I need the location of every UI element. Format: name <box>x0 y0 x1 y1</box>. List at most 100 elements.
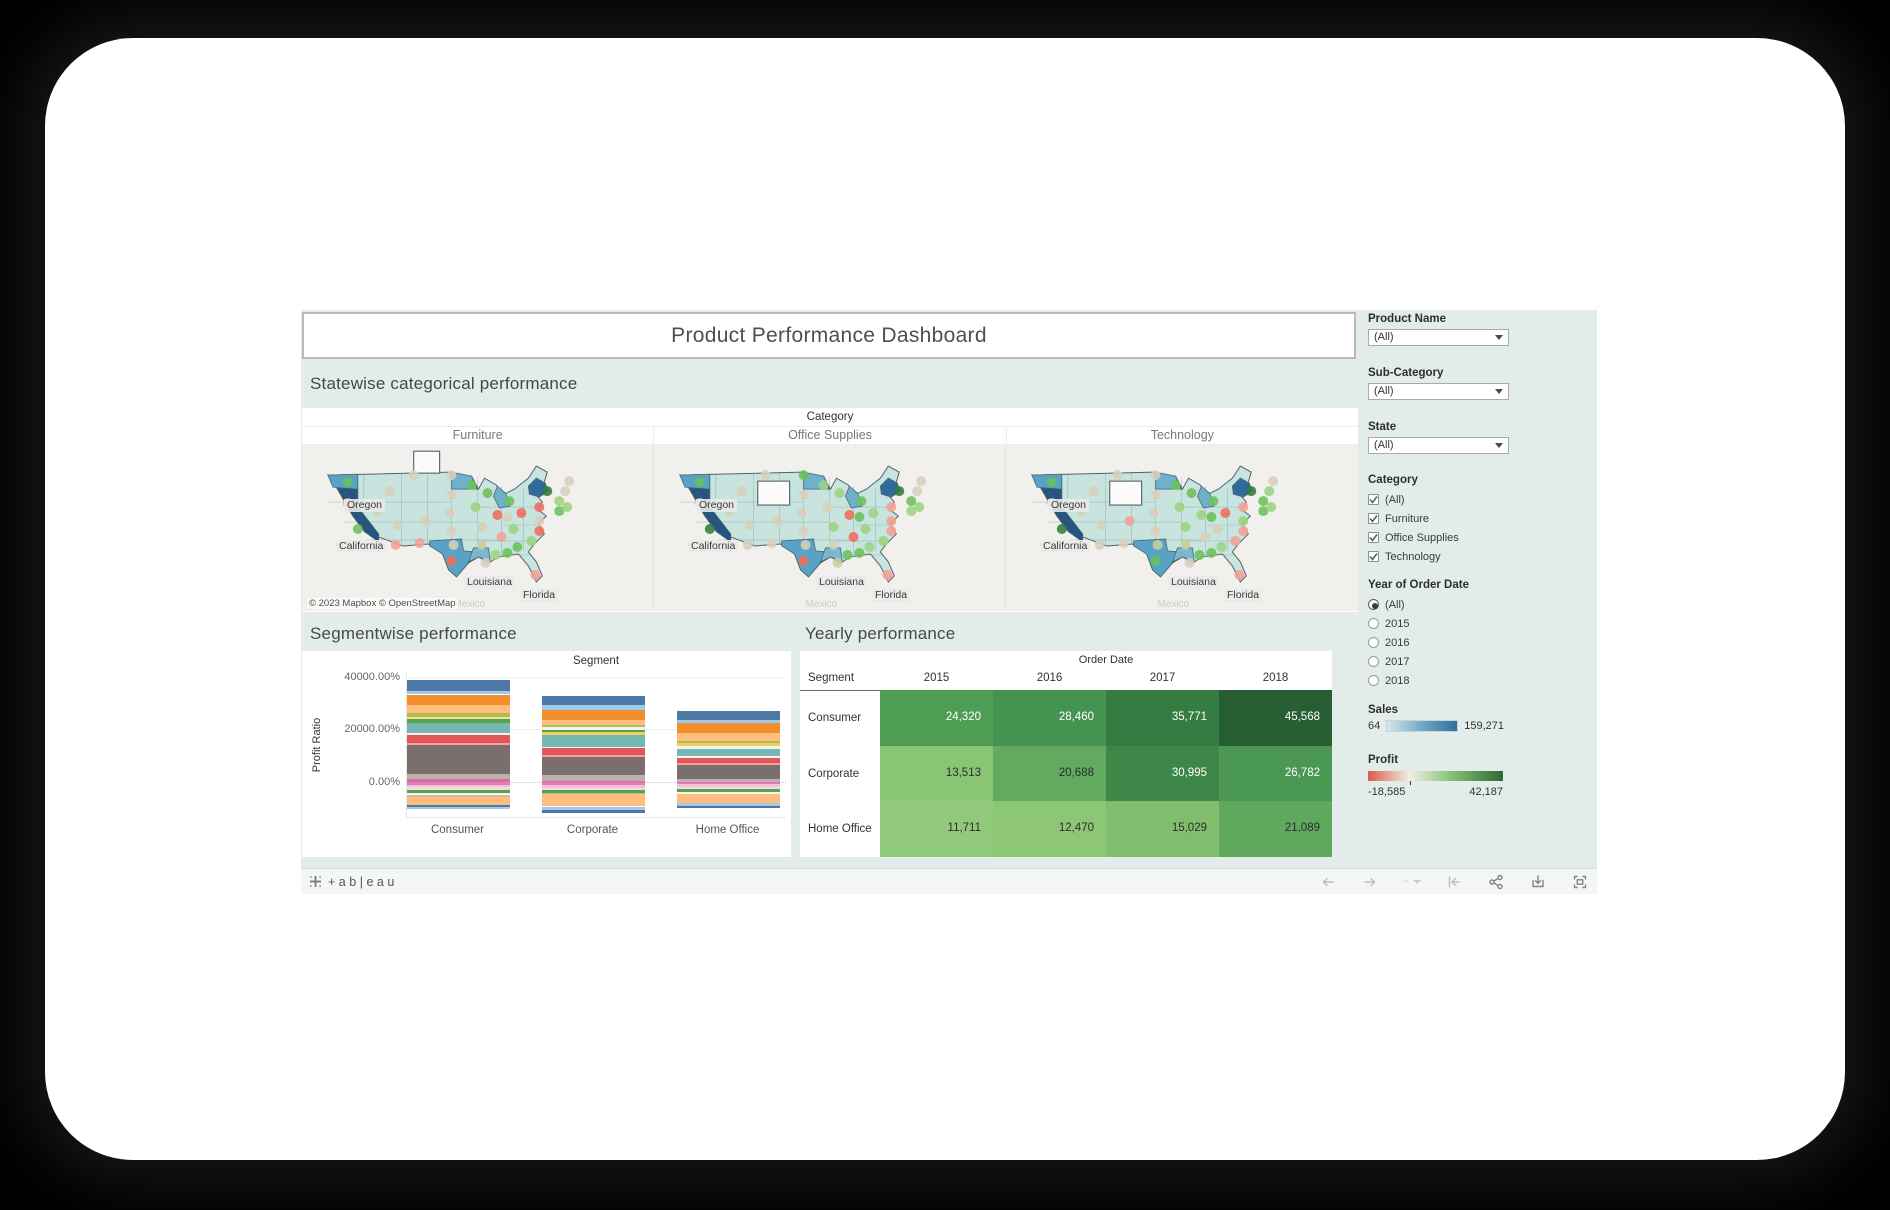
bar-segment <box>407 745 510 774</box>
bar-segment <box>677 786 780 790</box>
profit-legend-max: 42,187 <box>1469 786 1503 798</box>
radio-label: (All) <box>1385 598 1405 611</box>
heatmap-cell[interactable]: 26,782 <box>1219 745 1332 802</box>
fullscreen-button[interactable] <box>1571 873 1589 891</box>
download-button[interactable] <box>1529 873 1547 891</box>
bar-segment <box>407 719 510 723</box>
category-checkbox-technology[interactable]: Technology <box>1368 547 1509 566</box>
checkbox-label: (All) <box>1385 493 1405 506</box>
x-axis-label-home-office: Home Office <box>695 824 760 836</box>
bar-segment <box>677 758 780 763</box>
map-state-label-california: California <box>1040 540 1091 553</box>
heatmap-cell[interactable]: 20,688 <box>993 745 1106 802</box>
bar-segment <box>542 705 645 710</box>
bar-segment <box>407 694 510 705</box>
replay-button[interactable] <box>1403 873 1421 891</box>
map-column-headers: Furniture Office Supplies Technology <box>302 427 1358 445</box>
chevron-down-icon <box>1495 389 1503 394</box>
heatmap-row-label-home-office: Home Office <box>808 823 872 836</box>
state-washington <box>327 473 359 490</box>
bar-chart-title: Segment <box>572 655 620 667</box>
bar-segment <box>542 732 645 736</box>
heatmap-cell[interactable]: 24,320 <box>880 690 993 746</box>
heatmap-cell[interactable]: 28,460 <box>993 690 1106 746</box>
bar-segment <box>542 724 645 728</box>
heatmap-column-header-2017: 2017 <box>1149 672 1176 684</box>
map-state-label-oregon: Oregon <box>696 499 738 512</box>
map-column-header-furniture: Furniture <box>302 427 655 444</box>
tableau-logo[interactable]: +ab|eau <box>308 874 398 889</box>
filter-dropdown-product-name[interactable]: (All) <box>1368 329 1509 346</box>
bar-segment <box>542 729 645 733</box>
bar-segment <box>542 696 645 706</box>
profit-legend-range: -18,585 42,187 <box>1368 786 1503 798</box>
year-radio-2016[interactable]: 2016 <box>1368 633 1509 652</box>
bar-segment <box>677 740 780 744</box>
redo-button[interactable] <box>1361 873 1379 891</box>
heatmap-cell[interactable]: 30,995 <box>1106 745 1219 802</box>
bar-segment <box>677 732 780 741</box>
dropdown-value: (All) <box>1374 331 1394 343</box>
legend-label-sales: Sales <box>1368 704 1399 716</box>
heatmap-cell[interactable]: 21,089 <box>1219 801 1332 857</box>
choropleth-map-office-supplies[interactable]: Mexico Oregon California Louisiana Florida <box>654 445 1006 611</box>
radio-label: 2017 <box>1385 655 1410 668</box>
category-checkbox-all[interactable]: (All) <box>1368 490 1509 509</box>
bar-segment <box>407 734 510 743</box>
checkbox-icon <box>1368 532 1379 543</box>
page-title: Product Performance Dashboard <box>671 324 987 347</box>
sales-color-legend: 64 159,271 <box>1368 720 1509 732</box>
map-state-label-california: California <box>688 540 739 553</box>
bar-segment <box>407 787 510 790</box>
choropleth-map-furniture[interactable]: Mexico Oregon California Louisiana Florida <box>302 445 654 611</box>
heatmap-cell[interactable]: 45,568 <box>1219 690 1332 746</box>
radio-icon <box>1368 599 1379 610</box>
section-heading-statewise: Statewise categorical performance <box>310 374 578 393</box>
state-washington <box>1031 473 1063 490</box>
heatmap-cell[interactable]: 12,470 <box>993 801 1106 857</box>
dashboard-title-box: Product Performance Dashboard <box>302 312 1356 359</box>
bar-segment <box>677 762 780 765</box>
profit-legend-min: -18,585 <box>1368 786 1406 798</box>
filter-label-state: State <box>1368 421 1397 433</box>
map-state-label-oregon: Oregon <box>1048 499 1090 512</box>
heatmap-cell[interactable]: 13,513 <box>880 745 993 802</box>
undo-button[interactable] <box>1319 873 1337 891</box>
maps-group-label: Category <box>302 408 1358 427</box>
heatmap-cell[interactable]: 35,771 <box>1106 690 1219 746</box>
year-radio-2017[interactable]: 2017 <box>1368 652 1509 671</box>
year-radio-2015[interactable]: 2015 <box>1368 614 1509 633</box>
filter-label-category: Category <box>1368 474 1418 486</box>
heatmap-cell[interactable]: 15,029 <box>1106 801 1219 857</box>
bar-segment <box>542 809 645 813</box>
revert-button[interactable] <box>1445 873 1463 891</box>
choropleth-map-technology[interactable]: Mexico Oregon California Louisiana Florida <box>1006 445 1358 611</box>
chevron-down-icon <box>1495 443 1503 448</box>
category-checkbox-furniture[interactable]: Furniture <box>1368 509 1509 528</box>
section-heading-segmentwise: Segmentwise performance <box>310 624 517 643</box>
bar-segment <box>542 709 645 720</box>
category-checkbox-officesupplies[interactable]: Office Supplies <box>1368 528 1509 547</box>
map-attribution: © 2023 Mapbox © OpenStreetMap <box>307 598 458 609</box>
radio-icon <box>1368 656 1379 667</box>
bar-segment <box>677 784 780 787</box>
heatmap-column-header-2015: 2015 <box>923 672 950 684</box>
bar-segment <box>407 782 510 786</box>
bar-segment <box>542 789 645 793</box>
heatmap-row-label-consumer: Consumer <box>808 711 862 724</box>
bar-segment <box>542 792 645 794</box>
bar-chart-plot-area[interactable] <box>406 672 786 818</box>
section-heading-yearly: Yearly performance <box>805 624 956 643</box>
bar-segment <box>677 778 780 782</box>
filter-dropdown-state[interactable]: (All) <box>1368 437 1509 454</box>
bar-segment <box>407 807 510 809</box>
heatmap-cell[interactable]: 11,711 <box>880 801 993 857</box>
bar-segment <box>407 716 510 720</box>
profit-zero-tick <box>1409 781 1411 785</box>
filter-dropdown-sub-category[interactable]: (All) <box>1368 383 1509 400</box>
share-button[interactable] <box>1487 873 1505 891</box>
year-radio-all[interactable]: (All) <box>1368 595 1509 614</box>
bar-segment <box>407 785 510 788</box>
year-radio-2018[interactable]: 2018 <box>1368 671 1509 690</box>
bar-segment <box>407 773 510 779</box>
